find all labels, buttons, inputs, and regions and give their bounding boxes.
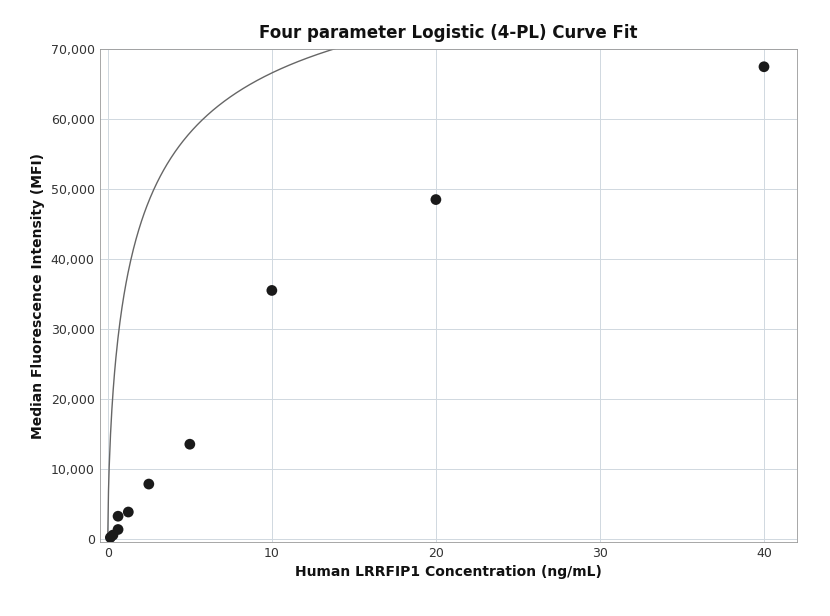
Point xyxy=(757,62,770,71)
Point xyxy=(142,479,155,489)
Point xyxy=(111,525,124,535)
Title: Four parameter Logistic (4-PL) Curve Fit: Four parameter Logistic (4-PL) Curve Fit xyxy=(259,24,637,42)
Point xyxy=(183,439,197,449)
Text: R^2=0.9931: R^2=0.9931 xyxy=(0,615,1,616)
Point xyxy=(106,530,120,540)
Y-axis label: Median Fluorescence Intensity (MFI): Median Fluorescence Intensity (MFI) xyxy=(32,153,45,439)
Point xyxy=(104,533,117,543)
Point xyxy=(122,507,135,517)
X-axis label: Human LRRFIP1 Concentration (ng/mL): Human LRRFIP1 Concentration (ng/mL) xyxy=(295,565,602,580)
Point xyxy=(266,285,279,295)
Point xyxy=(429,195,442,205)
Point xyxy=(111,511,124,521)
